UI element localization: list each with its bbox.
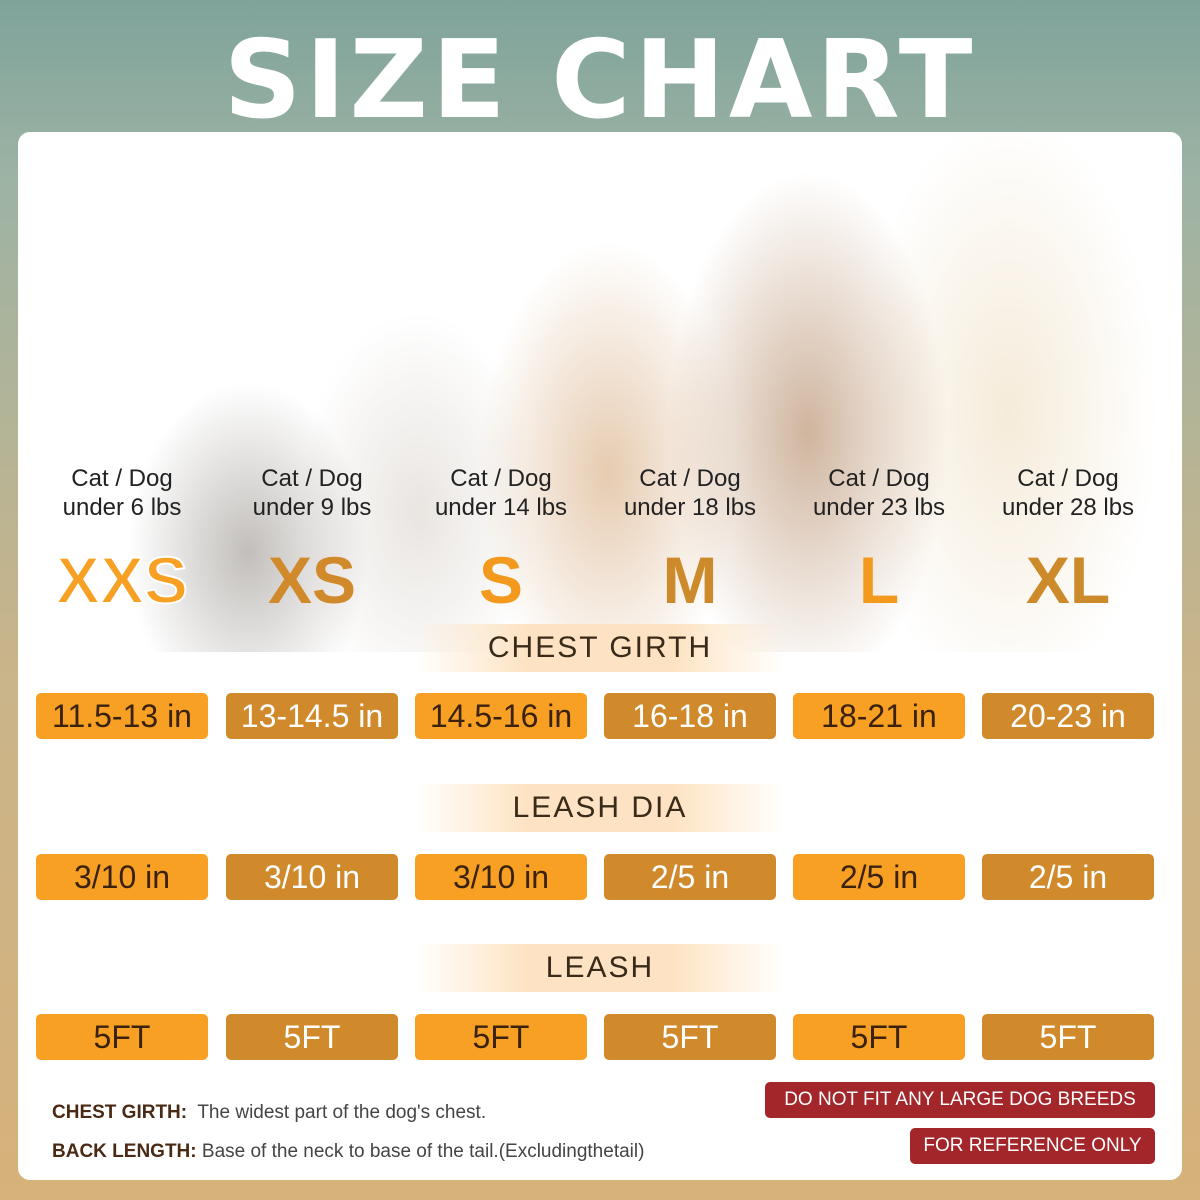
leash-length-value: 5FT (226, 1014, 398, 1060)
leash-dia-value: 3/10 in (415, 854, 587, 900)
leash-length-value: 5FT (982, 1014, 1154, 1060)
animal-label: Cat / Dog (639, 465, 741, 492)
size-label: L (858, 543, 900, 617)
weight-description: Cat / Dog under 14 lbs (415, 464, 587, 522)
weight-description: Cat / Dog under 6 lbs (36, 464, 208, 522)
back-length-note: BACK LENGTH: Base of the neck to base of… (52, 1141, 644, 1163)
chest-girth-note: CHEST GIRTH: The widest part of the dog'… (52, 1102, 486, 1124)
leash-dia-value: 3/10 in (36, 854, 208, 900)
weight-description: Cat / Dog under 28 lbs (982, 464, 1154, 522)
note-text: Base of the neck to base of the tail.(Ex… (201, 1141, 645, 1162)
chest-girth-value: 18-21 in (793, 693, 965, 739)
chest-girth-value: 20-23 in (982, 693, 1154, 739)
size-chart-card: Cat / Dog under 6 lbs XXS 11.5-13 in 3/10… (18, 132, 1182, 1180)
size-label: XS (267, 543, 357, 617)
page-title: SIZE CHART (223, 18, 977, 143)
size-label: S (478, 543, 524, 617)
weight-label: under 18 lbs (623, 494, 757, 521)
leash-length-value: 5FT (36, 1014, 208, 1060)
size-label: XXS (55, 542, 189, 618)
weight-label: under 23 lbs (812, 494, 946, 521)
leash-length-value: 5FT (604, 1014, 776, 1060)
weight-label: under 14 lbs (434, 494, 568, 521)
leash-length-value: 5FT (415, 1014, 587, 1060)
large-breed-warning: DO NOT FIT ANY LARGE DOG BREEDS (765, 1082, 1155, 1118)
weight-label: under 28 lbs (1001, 494, 1135, 521)
chest-girth-value: 14.5-16 in (415, 693, 587, 739)
weight-label: under 9 lbs (252, 494, 372, 521)
leash-length-value: 5FT (793, 1014, 965, 1060)
chest-girth-value: 11.5-13 in (36, 693, 208, 739)
animal-label: Cat / Dog (1017, 465, 1119, 492)
dogs-photo (18, 132, 1182, 652)
weight-description: Cat / Dog under 18 lbs (604, 464, 776, 522)
chest-girth-value: 16-18 in (604, 693, 776, 739)
weight-description: Cat / Dog under 23 lbs (793, 464, 965, 522)
reference-only-badge: FOR REFERENCE ONLY (910, 1128, 1155, 1164)
leash-dia-value: 2/5 in (604, 854, 776, 900)
note-label: CHEST GIRTH: (52, 1102, 188, 1123)
size-label: XL (1025, 543, 1111, 617)
animal-label: Cat / Dog (828, 465, 930, 492)
size-label: M (662, 543, 718, 617)
animal-label: Cat / Dog (261, 465, 363, 492)
weight-description: Cat / Dog under 9 lbs (226, 464, 398, 522)
leash-dia-value: 3/10 in (226, 854, 398, 900)
leash-header: LEASH (415, 944, 785, 992)
animal-label: Cat / Dog (450, 465, 552, 492)
leash-dia-value: 2/5 in (793, 854, 965, 900)
chest-girth-header: CHEST GIRTH (415, 624, 785, 672)
note-label: BACK LENGTH: (52, 1141, 197, 1162)
leash-dia-header: LEASH DIA (415, 784, 785, 832)
chest-girth-value: 13-14.5 in (226, 693, 398, 739)
animal-label: Cat / Dog (71, 465, 173, 492)
leash-dia-value: 2/5 in (982, 854, 1154, 900)
note-text: The widest part of the dog's chest. (197, 1102, 487, 1123)
weight-label: under 6 lbs (62, 494, 182, 521)
